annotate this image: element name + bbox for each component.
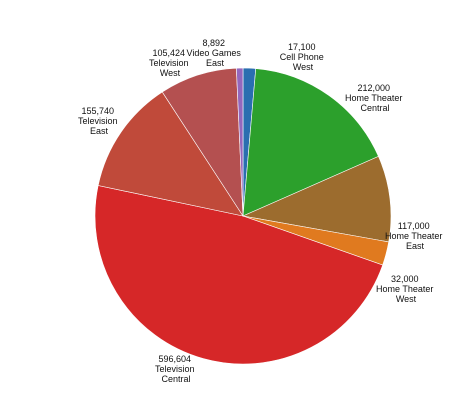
data-label-home-theater-central: 212,000 Home Theater Central xyxy=(345,83,405,113)
pie-slice-television-central[interactable] xyxy=(94,185,384,365)
data-label-television-central: 596,604 Television Central xyxy=(155,354,197,384)
data-label-home-theater-west: 32,000 Home Theater West xyxy=(376,274,436,304)
pie-slice-home-theater-east[interactable] xyxy=(241,156,392,243)
data-label-home-theater-east: 117,000 Home Theater East xyxy=(385,221,445,251)
data-label-cell-phone-west: 17,100 Cell Phone West xyxy=(280,42,327,72)
data-label-television-east: 155,740 Television East xyxy=(78,106,120,136)
data-label-television-west: 105,424 Television West xyxy=(149,48,191,78)
pie-slice-video-games-east[interactable] xyxy=(236,67,244,217)
data-label-video-games-east: 8,892 Video Games East xyxy=(187,38,244,68)
data-labels: 17,100 Cell Phone West 212,000 Home Thea… xyxy=(78,38,445,384)
pie-slices xyxy=(94,67,392,365)
pie-slice-home-theater-central[interactable] xyxy=(242,68,379,217)
pie-slice-television-east[interactable] xyxy=(97,91,244,217)
